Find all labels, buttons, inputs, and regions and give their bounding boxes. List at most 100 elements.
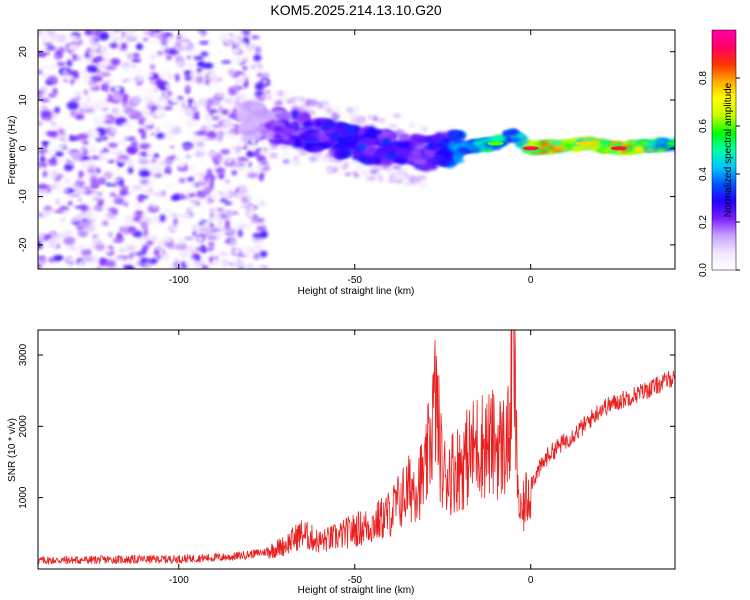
spectrogram-noise-blob	[204, 112, 209, 121]
spectrogram-noise-blob	[43, 205, 53, 212]
spectrogram-noise-blob	[189, 120, 198, 125]
spectrogram-noise-blob	[218, 252, 230, 256]
spectrogram-noise-blob	[260, 32, 272, 38]
spectrogram-noise-blob	[219, 227, 227, 232]
spectrogram-noise-blob	[47, 158, 59, 165]
spectrogram-noise-blob	[120, 122, 132, 127]
colorbar: 0.0 0.2 0.4 0.6 0.8 Normalized spectral ampl…	[698, 29, 740, 277]
spectrogram-y-tick-label: -10	[18, 189, 29, 204]
spectrogram-noise-blob	[94, 111, 104, 120]
spectrogram-noise-blob	[142, 72, 154, 79]
spectrogram-band-blob	[452, 153, 463, 163]
spectrogram-noise-blob	[88, 149, 96, 155]
spectrogram-x-tick-label: -100	[169, 275, 189, 286]
spectrogram-y-tick-label: -20	[18, 237, 29, 252]
spectrogram-noise-blob	[130, 96, 141, 105]
spectrogram-noise-blob	[158, 249, 165, 257]
spectrogram-noise-blob	[125, 30, 137, 35]
spectrogram-band-blob	[561, 139, 578, 143]
spectrogram-noise-blob	[51, 144, 62, 154]
spectrogram-noise-blob	[95, 132, 101, 139]
spectrogram-noise-blob	[214, 153, 223, 162]
spectrogram-noise-blob	[62, 138, 68, 143]
spectrogram-band-blob	[295, 140, 302, 147]
spectrogram-band-blob	[435, 149, 446, 157]
spectrogram-noise-blob	[118, 144, 129, 151]
spectrogram-noise-blob	[212, 220, 218, 226]
spectrogram-y-label: Frequency (Hz)	[7, 116, 18, 185]
spectrogram-noise-blob	[47, 93, 57, 98]
spectrogram-noise-blob	[109, 179, 115, 184]
spectrogram-noise-blob	[125, 78, 138, 88]
spectrogram-noise-blob	[408, 176, 418, 182]
spectrogram-band-blob	[309, 145, 325, 151]
spectrogram-noise-blob	[88, 212, 101, 220]
spectrogram-noise-blob	[251, 136, 256, 146]
spectrogram-noise-blob	[355, 169, 364, 175]
spectrogram-noise-blob	[38, 143, 44, 149]
spectrogram-y-tick-label: 20	[18, 46, 29, 58]
spectrogram-noise-blob	[184, 259, 192, 267]
spectrogram-noise-blob	[152, 203, 157, 209]
spectrogram-noise-blob	[261, 72, 270, 79]
spectrogram-noise-blob	[70, 110, 76, 117]
spectrogram-noise-blob	[256, 94, 261, 98]
spectrogram-noise-blob	[245, 264, 255, 269]
spectrogram-noise-blob	[224, 185, 232, 193]
spectrogram-noise-blob	[194, 173, 200, 182]
spectrogram-noise-blob	[124, 216, 134, 220]
page-title: KOM5.2025.214.13.10.G20	[270, 2, 441, 18]
spectrogram-noise-blob	[240, 205, 252, 209]
spectrogram-band-blob	[474, 140, 484, 146]
spectrogram-noise-blob	[130, 63, 138, 68]
spectrogram-noise-blob	[325, 107, 333, 115]
snr-x-tick-label: -100	[169, 575, 189, 586]
spectrogram-noise-blob	[193, 32, 202, 39]
spectrogram-noise-blob	[123, 65, 130, 71]
spectrogram-noise-blob	[350, 159, 360, 164]
spectrogram-noise-blob	[76, 210, 83, 214]
spectrogram-noise-blob	[224, 33, 230, 39]
spectrogram-noise-blob	[78, 102, 90, 110]
spectrogram-noise-blob	[170, 258, 182, 263]
spectrogram-noise-blob	[138, 170, 151, 178]
spectrogram-noise-blob	[199, 198, 211, 202]
spectrogram-noise-blob	[333, 104, 342, 111]
spectrogram-noise-blob	[56, 61, 66, 67]
spectrogram-noise-blob	[178, 119, 188, 124]
snr-x-tick-label: 0	[528, 575, 534, 586]
spectrogram-noise-blob	[63, 236, 76, 246]
spectrogram-noise-blob	[63, 210, 68, 214]
spectrogram-noise-blob	[179, 172, 186, 180]
spectrogram-noise-blob	[53, 226, 59, 230]
spectrogram-noise-blob	[96, 103, 107, 108]
spectrogram-noise-blob	[192, 135, 201, 140]
spectrogram-noise-blob	[206, 130, 217, 140]
spectrogram-band-blob	[325, 131, 334, 137]
spectrogram-band-blob	[324, 119, 337, 128]
spectrogram-noise-blob	[201, 125, 206, 134]
spectrogram-band-blob	[272, 125, 284, 133]
spectrogram-noise-blob	[96, 69, 102, 74]
spectrogram-noise-blob	[232, 256, 238, 264]
spectrogram-noise-blob	[282, 158, 290, 164]
spectrogram-noise-blob	[362, 121, 368, 127]
spectrogram-noise-blob	[337, 170, 342, 177]
spectrogram-noise-blob	[282, 150, 290, 154]
spectrogram-noise-blob	[193, 56, 204, 60]
spectrogram-noise-blob	[208, 227, 221, 233]
spectrogram-band-blob	[257, 103, 266, 112]
colorbar-tick-label: 0.8	[698, 71, 709, 85]
spectrogram-noise-blob	[230, 248, 242, 254]
spectrogram-band-blob	[316, 136, 328, 141]
spectrogram-noise-blob	[234, 223, 239, 228]
spectrogram-noise-blob	[159, 32, 168, 40]
spectrogram-noise-blob	[207, 109, 220, 113]
spectrogram-noise-blob	[282, 91, 289, 97]
spectrogram-band-blob	[242, 129, 257, 135]
spectrogram-x-ticks: -100 -50 0	[169, 30, 534, 286]
spectrogram-band-blob	[380, 137, 392, 147]
spectrogram-noise-blob	[134, 210, 144, 216]
spectrogram-peak	[575, 141, 592, 146]
spectrogram-noise-blob	[61, 263, 71, 268]
